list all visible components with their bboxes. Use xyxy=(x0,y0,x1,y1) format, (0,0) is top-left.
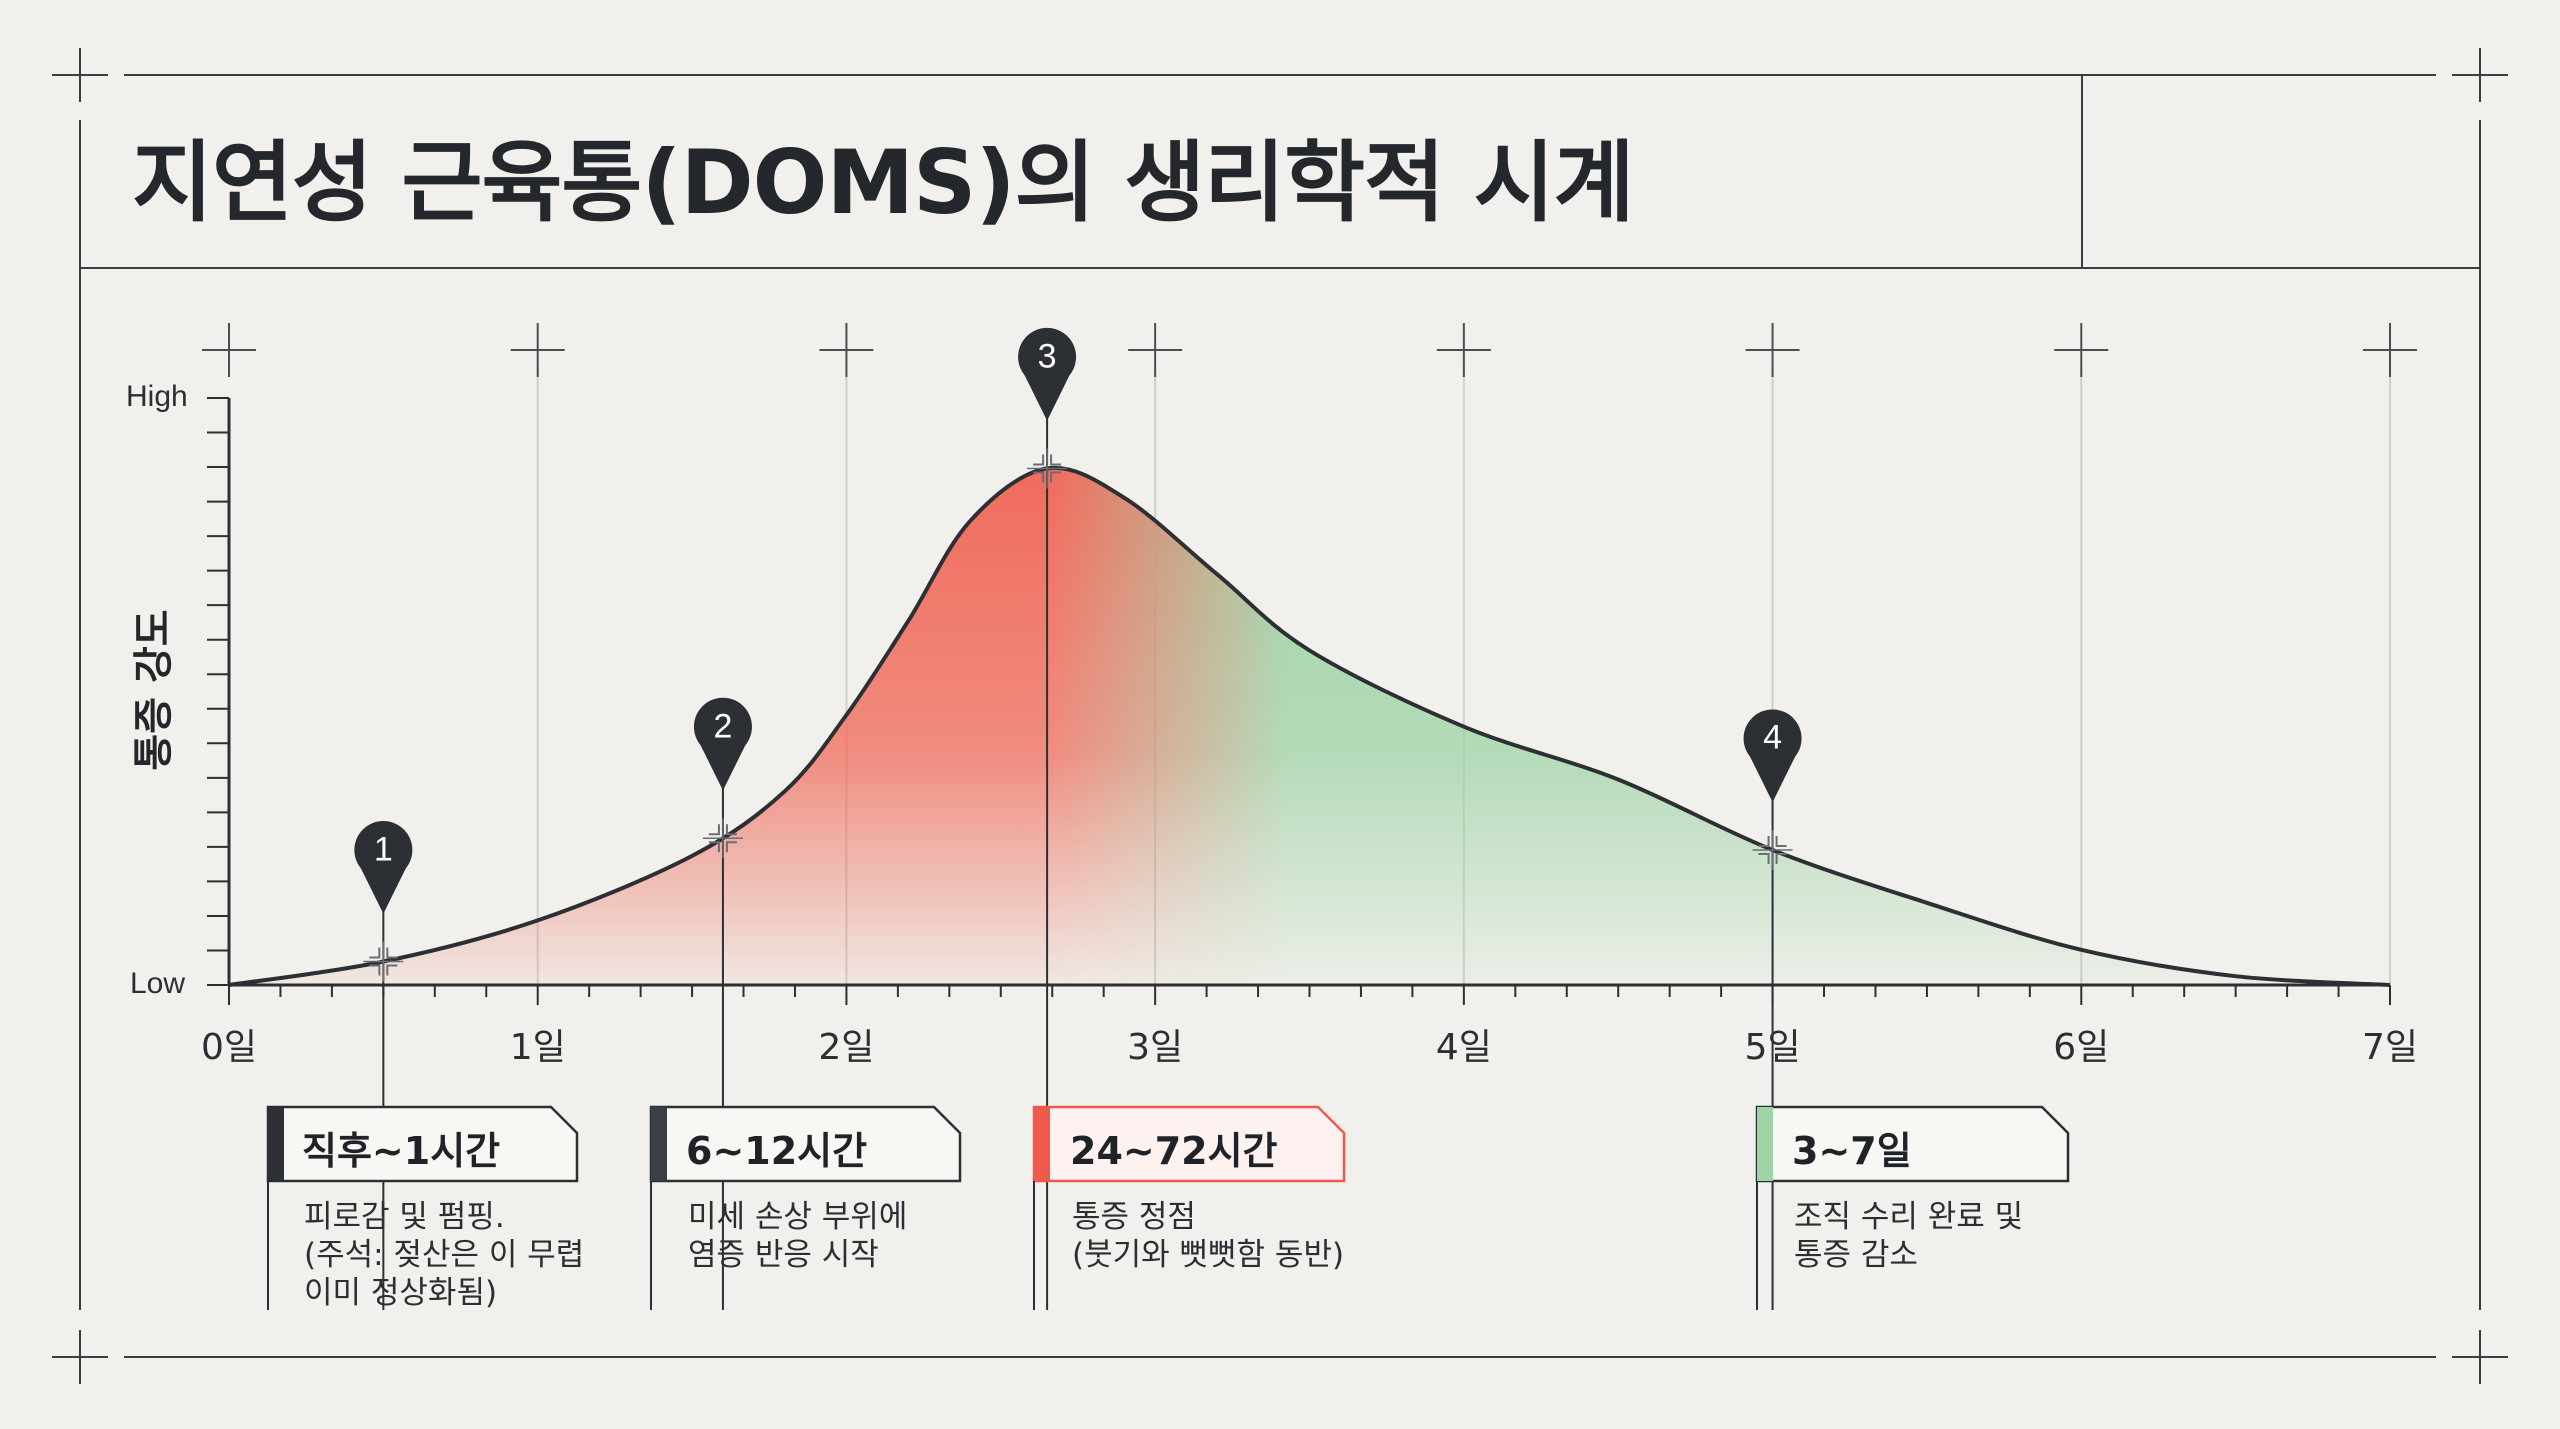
phase-4-desc: 조직 수리 완료 및 통증 감소 xyxy=(1794,1199,2024,1273)
phase-3-title: 24~72시간 xyxy=(1070,1129,1278,1173)
pin-head xyxy=(354,820,413,879)
callouts xyxy=(266,1105,2070,1310)
x-tick-label: 7일 xyxy=(2361,1027,2419,1068)
frame xyxy=(79,74,2481,1358)
marker-bracket xyxy=(708,824,720,836)
marker-bracket xyxy=(1758,835,1770,847)
corner-crosses xyxy=(52,48,2508,1384)
area-fill xyxy=(229,467,2390,985)
markers xyxy=(354,327,1802,1310)
x-tick-label: 4일 xyxy=(1435,1027,1492,1068)
pin-tail xyxy=(1749,756,1796,803)
x-tick-label: 6일 xyxy=(2053,1027,2110,1068)
axes xyxy=(207,397,2391,1005)
x-tick-label: 3일 xyxy=(1127,1027,1184,1068)
pin-head xyxy=(1743,709,1802,768)
x-tick-label: 1일 xyxy=(509,1027,566,1068)
pin-tail xyxy=(700,744,746,791)
marker-4-label: 4 xyxy=(1763,718,1783,757)
pin-head xyxy=(1018,327,1077,386)
pain-curve-line xyxy=(228,465,2391,987)
page-title: 지연성 근육통(DOMS)의 생리학적 시계 xyxy=(132,131,1635,234)
pin-tail xyxy=(1024,374,1070,421)
phase-3-accent-bar xyxy=(1034,1107,1050,1181)
x-tick-label: 0일 xyxy=(200,1027,258,1068)
x-tick-label: 5일 xyxy=(1744,1027,1801,1068)
y-tick-label-low: Low xyxy=(130,967,186,1000)
marker-bracket xyxy=(725,824,737,836)
marker-bracket xyxy=(1775,852,1787,864)
curve xyxy=(228,465,2391,987)
y-axis-label: 통증 강도 xyxy=(131,609,177,771)
marker-bracket xyxy=(1050,454,1062,466)
marker-bracket xyxy=(708,841,720,853)
marker-bracket xyxy=(1033,471,1045,483)
phase-2-accent-bar xyxy=(651,1107,667,1181)
area-path xyxy=(229,467,2390,985)
phase-1-desc: 피로감 및 펌핑. (주석: 젖산은 이 무렵 이미 정상화됨) xyxy=(304,1199,585,1311)
marker-bracket xyxy=(1775,835,1787,847)
phase-4-title: 3~7일 xyxy=(1792,1129,1912,1173)
marker-bracket xyxy=(1050,471,1062,483)
marker-bracket xyxy=(725,841,737,853)
pin-tail xyxy=(360,867,406,914)
x-tick-label: 2일 xyxy=(818,1027,875,1068)
marker-2-label: 2 xyxy=(713,707,733,746)
phase-1-title: 직후~1시간 xyxy=(302,1129,501,1173)
y-tick-label-high: High xyxy=(126,380,188,413)
marker-1-label: 1 xyxy=(373,830,393,869)
pin-head xyxy=(693,697,752,756)
marker-bracket xyxy=(386,947,398,959)
marker-bracket xyxy=(1033,454,1045,466)
marker-bracket xyxy=(386,964,398,976)
marker-bracket xyxy=(1758,852,1770,864)
marker-bracket xyxy=(369,964,381,976)
phase-2-title: 6~12시간 xyxy=(686,1129,868,1173)
phase-1-accent-bar xyxy=(268,1107,284,1181)
marker-3-label: 3 xyxy=(1037,337,1057,376)
phase-3-desc: 통증 정점 (붓기와 뻣뻣함 동반) xyxy=(1072,1199,1345,1273)
phase-2-desc: 미세 손상 부위에 염증 반응 시작 xyxy=(688,1199,908,1273)
phase-4-accent-bar xyxy=(1757,1107,1773,1181)
marker-bracket xyxy=(369,947,381,959)
